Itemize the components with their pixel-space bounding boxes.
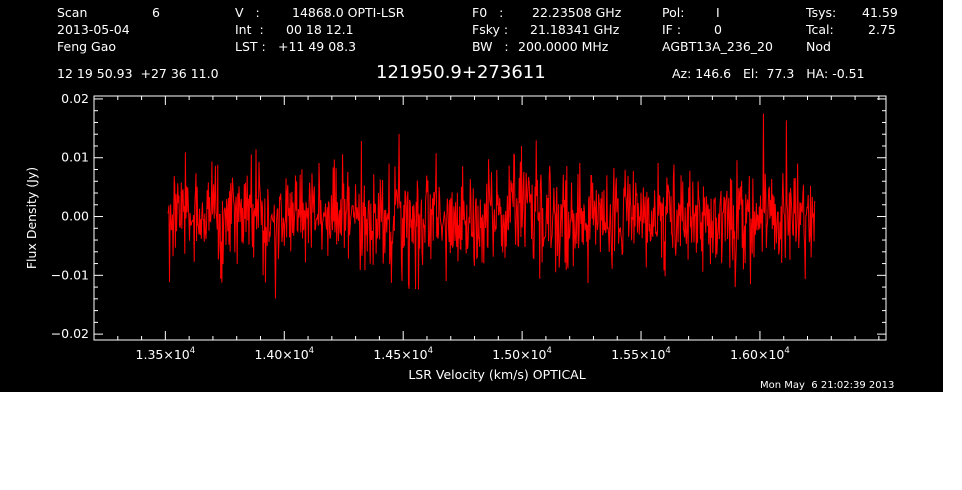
fsky-label: Fsky : (472, 22, 509, 37)
x-tick-label: 1.60×104 (730, 346, 790, 362)
tsys-value: 41.59 (862, 5, 898, 20)
tcal-value: 2.75 (868, 22, 896, 37)
scan-label: Scan (57, 5, 88, 20)
observer-name: Feng Gao (57, 39, 117, 54)
x-tick-label: 1.55×104 (611, 346, 671, 362)
ticks-layer: 1.35×104 1.40×104 1.45×104 1.50×104 1.55×104… (51, 91, 886, 362)
y-tick-label: −0.01 (51, 267, 89, 282)
plot-timestamp: Mon May 6 21:02:39 2013 (760, 380, 895, 391)
integration-value: 00 18 12.1 (286, 22, 354, 37)
x-tick-label: 1.45×104 (373, 346, 433, 362)
series-layer (167, 113, 816, 299)
if-value: 0 (714, 22, 722, 37)
f0-value: 22.23508 GHz (532, 5, 622, 20)
y-tick-label: 0.01 (61, 150, 89, 165)
tsys-label: Tsys: (806, 5, 837, 20)
bandwidth-value: 200.0000 MHz (518, 39, 609, 54)
velocity-label: V : (235, 5, 260, 20)
plot-frame (93, 95, 887, 341)
lst-value: +11 49 08.3 (278, 39, 357, 54)
spectrum-series-line (167, 113, 816, 299)
x-tick-label: 1.50×104 (492, 346, 552, 362)
fsky-value: 21.18341 GHz (530, 22, 620, 37)
x-axis-label: LSR Velocity (km/s) OPTICAL (408, 367, 585, 382)
az-el-ha: Az: 146.6 El: 77.3 HA: -0.51 (672, 66, 865, 81)
y-axis-label: Flux Density (Jy) (24, 167, 39, 269)
bandwidth-label: BW : (472, 39, 509, 54)
pol-label: Pol: (662, 5, 685, 20)
f0-label: F0 : (472, 5, 504, 20)
pol-value: I (716, 5, 720, 20)
if-label: IF : (662, 22, 682, 37)
y-tick-label: 0.00 (61, 209, 89, 224)
source-name: 121950.9+273611 (376, 62, 546, 83)
x-tick-label: 1.40×104 (254, 346, 314, 362)
procedure-name: Nod (806, 39, 831, 54)
lst-label: LST : (235, 39, 266, 54)
project-id: AGBT13A_236_20 (662, 39, 773, 54)
y-tick-label: −0.02 (51, 326, 89, 341)
obs-date: 2013-05-04 (57, 22, 130, 37)
plot-window: Scan 6 2013-05-04 Feng Gao V : 14868.0 O… (0, 0, 943, 392)
spectrum-chart: 1.35×104 1.40×104 1.45×104 1.50×104 1.55×104… (24, 91, 887, 382)
source-coordinates: 12 19 50.93 +27 36 11.0 (57, 66, 219, 81)
velocity-value: 14868.0 OPTI-LSR (292, 5, 405, 20)
scan-value: 6 (152, 5, 160, 20)
y-tick-label: 0.02 (61, 91, 89, 106)
x-tick-label: 1.35×104 (136, 346, 196, 362)
integration-label: Int : (235, 22, 264, 37)
tcal-label: Tcal: (806, 22, 834, 37)
